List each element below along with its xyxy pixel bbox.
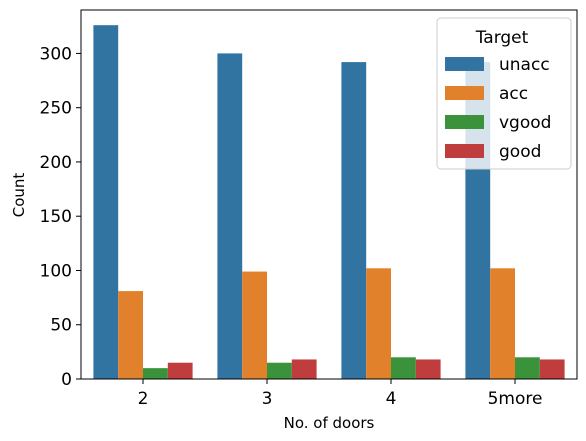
bar-vgood-5more [515,357,540,379]
bar-acc-4 [366,268,391,379]
bar-good-5more [539,359,565,379]
legend-label-unacc: unacc [499,55,550,75]
bar-unacc-4 [341,62,367,380]
x-tick-label: 2 [138,389,149,409]
legend-swatch-good [445,144,484,158]
x-tick-label: 3 [262,389,273,409]
bar-good-3 [291,359,317,379]
y-tick-label: 0 [61,370,72,390]
bar-vgood-4 [391,357,416,379]
bar-acc-2 [118,291,143,379]
bar-acc-5more [490,268,515,379]
y-tick-label: 300 [40,44,72,64]
legend-label-vgood: vgood [499,113,551,133]
bar-unacc-3 [217,53,243,379]
y-tick-label: 50 [50,316,72,336]
bar-vgood-3 [267,362,292,379]
x-axis: 2 3 4 5more [138,379,543,409]
bar-acc-3 [242,271,267,379]
bar-vgood-2 [143,368,168,379]
y-axis-label: Count [10,173,28,218]
legend-label-good: good [499,142,541,162]
bar-good-4 [415,359,441,379]
legend-box [436,17,572,170]
legend: Target unacc acc vgood good [436,17,572,170]
plot-frame [80,9,578,380]
y-tick-label: 100 [40,261,72,281]
legend-swatch-acc [445,86,484,100]
legend-label-acc: acc [499,84,528,104]
legend-swatch-vgood [445,115,484,129]
x-axis-label: No. of doors [284,414,375,432]
legend-title: Target [475,28,529,48]
x-tick-label: 4 [386,389,397,409]
legend-swatch-unacc [445,57,484,71]
bar-unacc-2 [93,25,119,379]
x-tick-label: 5more [488,389,543,409]
y-axis: 0 50 100 150 200 250 300 [40,44,81,390]
bar-good-2 [167,362,193,379]
y-tick-label: 200 [40,153,72,173]
y-tick-label: 150 [40,207,72,227]
y-tick-label: 250 [40,99,72,119]
